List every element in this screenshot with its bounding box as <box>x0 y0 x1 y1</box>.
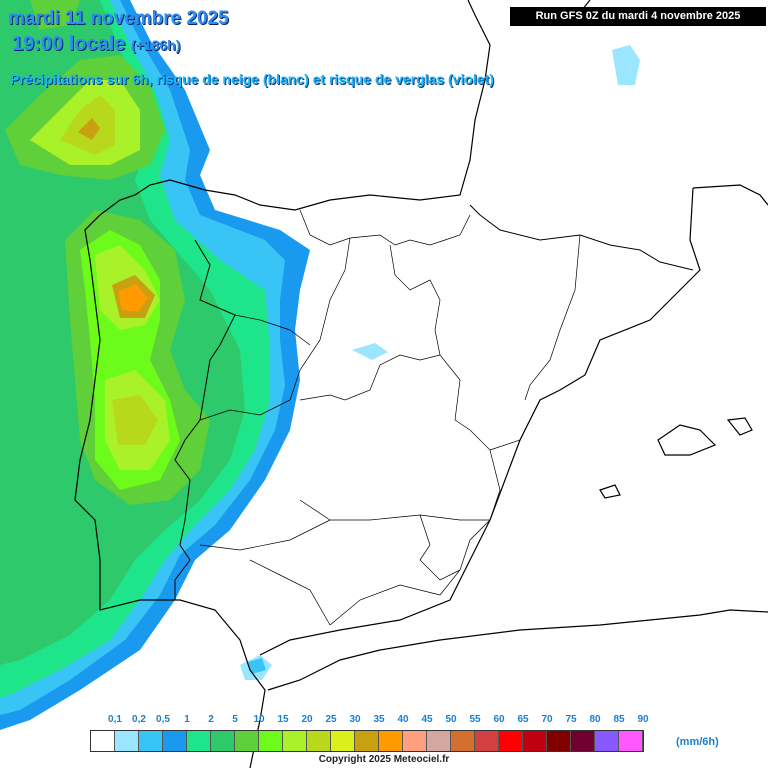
legend-label: 65 <box>517 714 529 725</box>
legend-label: 55 <box>469 714 481 725</box>
legend-label: 35 <box>373 714 385 725</box>
legend-label: 30 <box>349 714 361 725</box>
legend-swatch <box>403 731 427 751</box>
legend-swatch <box>331 731 355 751</box>
legend-label: 0,1 <box>108 714 122 725</box>
legend-swatch <box>235 731 259 751</box>
forecast-time-label: 19:00 locale <box>12 33 126 55</box>
legend-label: 2 <box>208 714 214 725</box>
legend-swatch <box>91 731 115 751</box>
forecast-time: 19:00 locale (+186h) <box>12 33 180 56</box>
legend-label: 40 <box>397 714 409 725</box>
legend-swatch <box>475 731 499 751</box>
legend-swatch <box>259 731 283 751</box>
legend-swatch <box>499 731 523 751</box>
legend-swatch <box>451 731 475 751</box>
legend-swatch <box>523 731 547 751</box>
legend-swatch <box>187 731 211 751</box>
precipitation-core-north <box>5 0 165 180</box>
legend-swatch <box>379 731 403 751</box>
legend-unit: (mm/6h) <box>676 736 719 748</box>
legend-swatch <box>619 731 643 751</box>
legend-label: 15 <box>277 714 289 725</box>
legend-label: 60 <box>493 714 505 725</box>
copyright: Copyright 2025 Meteociel.fr <box>318 754 450 765</box>
legend-swatch <box>211 731 235 751</box>
forecast-date: mardi 11 novembre 2025 <box>8 8 229 29</box>
legend-label: 20 <box>301 714 313 725</box>
legend-swatch <box>355 731 379 751</box>
precipitation-small-patches <box>240 45 640 680</box>
region-borders <box>199 209 581 626</box>
legend-label: 0,2 <box>132 714 146 725</box>
legend-label: 0,5 <box>156 714 170 725</box>
run-info-banner: Run GFS 0Z du mardi 4 novembre 2025 <box>510 7 766 26</box>
legend-swatch <box>547 731 571 751</box>
legend-label: 80 <box>589 714 601 725</box>
legend-color-bar <box>90 730 644 752</box>
legend-label: 75 <box>565 714 577 725</box>
legend-label: 5 <box>232 714 238 725</box>
legend-label: 10 <box>253 714 265 725</box>
legend-label: 50 <box>445 714 457 725</box>
legend-swatch <box>139 731 163 751</box>
legend-label: 90 <box>637 714 649 725</box>
legend-swatch <box>163 731 187 751</box>
legend-label: 70 <box>541 714 553 725</box>
legend-label: 45 <box>421 714 433 725</box>
legend-swatch <box>283 731 307 751</box>
legend-swatch <box>595 731 619 751</box>
legend-labels: 0,1 0,2 0,5 1 2 5 10 15 20 25 30 35 40 45 50 55 60 65 70 75… <box>0 714 768 728</box>
legend-swatch <box>115 731 139 751</box>
legend-label: 85 <box>613 714 625 725</box>
map-subtitle: Précipitations sur 6h, risque de neige (… <box>10 71 494 87</box>
legend-swatch <box>571 731 595 751</box>
legend-swatch <box>427 731 451 751</box>
legend-label: 25 <box>325 714 337 725</box>
precipitation-core-galicia <box>65 210 210 505</box>
legend-label: 1 <box>184 714 190 725</box>
forecast-offset: (+186h) <box>130 37 181 53</box>
legend-swatch <box>307 731 331 751</box>
